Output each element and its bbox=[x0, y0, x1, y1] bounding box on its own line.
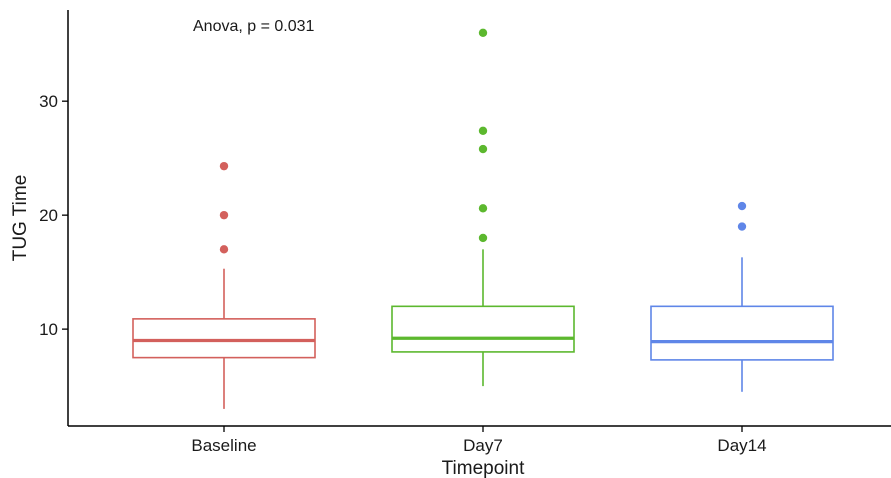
outlier-point bbox=[219, 161, 229, 171]
outlier-point bbox=[737, 222, 747, 231]
plot-area bbox=[132, 28, 834, 409]
x-axis-ticks: Baseline Day7 Day14 bbox=[191, 426, 767, 455]
outlier-point bbox=[478, 144, 488, 154]
x-tick-label: Baseline bbox=[191, 436, 256, 455]
box-iqr bbox=[391, 305, 575, 353]
box-day14 bbox=[650, 201, 834, 392]
box-iqr bbox=[650, 305, 834, 361]
x-tick-label: Day7 bbox=[463, 436, 503, 455]
outlier-point bbox=[478, 233, 488, 243]
outlier-point bbox=[219, 245, 229, 254]
outlier-point bbox=[478, 126, 488, 136]
x-tick-label: Day14 bbox=[717, 436, 766, 455]
outlier-point bbox=[219, 210, 229, 220]
box-day7 bbox=[391, 28, 575, 387]
y-tick-label: 20 bbox=[39, 206, 58, 225]
outlier-point bbox=[737, 201, 747, 211]
y-tick-label: 30 bbox=[39, 92, 58, 111]
box-iqr bbox=[132, 318, 316, 359]
x-axis-title: Timepoint bbox=[442, 458, 525, 478]
outlier-point bbox=[478, 28, 488, 37]
y-tick-label: 10 bbox=[39, 320, 58, 339]
box-baseline bbox=[132, 161, 316, 409]
y-axis-title: TUG Time bbox=[10, 175, 31, 262]
anova-annotation: Anova, p = 0.031 bbox=[193, 18, 315, 35]
outlier-point bbox=[478, 204, 488, 213]
y-axis-ticks: 10 20 30 bbox=[39, 92, 68, 339]
